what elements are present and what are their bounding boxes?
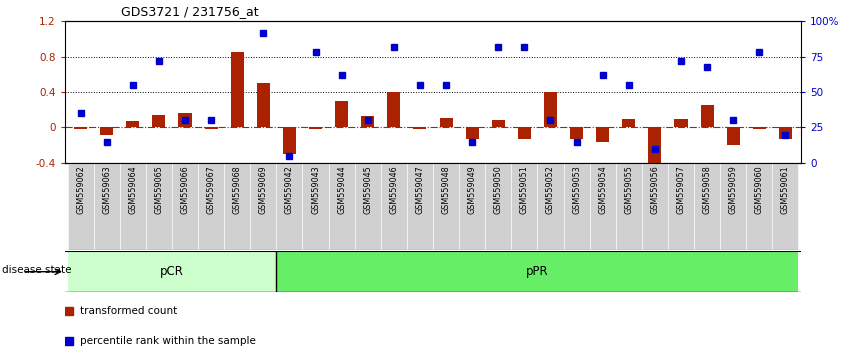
Bar <box>381 163 407 250</box>
Bar <box>544 92 557 127</box>
Text: GSM559060: GSM559060 <box>755 165 764 214</box>
Text: disease state: disease state <box>2 265 71 275</box>
Text: GSM559053: GSM559053 <box>572 165 581 214</box>
Text: GSM559057: GSM559057 <box>676 165 686 214</box>
Bar <box>68 163 94 250</box>
Bar <box>694 163 721 250</box>
Bar <box>283 127 296 154</box>
Bar <box>753 127 766 129</box>
Bar <box>440 118 453 127</box>
Text: GSM559047: GSM559047 <box>416 165 424 214</box>
Bar <box>459 163 485 250</box>
Text: GSM559049: GSM559049 <box>468 165 476 214</box>
Bar <box>152 115 165 127</box>
Text: GSM559065: GSM559065 <box>154 165 164 214</box>
Text: GSM559061: GSM559061 <box>781 165 790 214</box>
Bar <box>413 127 426 129</box>
Bar <box>538 163 564 250</box>
Bar <box>74 127 87 129</box>
Text: GSM559066: GSM559066 <box>180 165 190 214</box>
Text: GSM559056: GSM559056 <box>650 165 659 214</box>
Text: GSM559063: GSM559063 <box>102 165 111 214</box>
Bar <box>779 127 792 139</box>
Text: GSM559042: GSM559042 <box>285 165 294 214</box>
Bar <box>564 163 590 250</box>
Text: GSM559062: GSM559062 <box>76 165 85 214</box>
Bar <box>668 163 694 250</box>
Bar <box>355 163 381 250</box>
Text: GSM559058: GSM559058 <box>702 165 712 214</box>
Text: GSM559044: GSM559044 <box>337 165 346 214</box>
Bar <box>172 163 198 250</box>
Bar <box>570 127 583 139</box>
Text: GSM559068: GSM559068 <box>233 165 242 214</box>
Bar <box>302 163 328 250</box>
Bar <box>675 119 688 127</box>
Text: GSM559064: GSM559064 <box>128 165 138 214</box>
Bar <box>198 163 224 250</box>
Text: GSM559059: GSM559059 <box>728 165 738 214</box>
Bar <box>433 163 459 250</box>
Text: GSM559052: GSM559052 <box>546 165 555 214</box>
Bar <box>642 163 668 250</box>
Text: GSM559046: GSM559046 <box>390 165 398 214</box>
Text: transformed count: transformed count <box>80 306 177 316</box>
Bar <box>120 163 145 250</box>
Bar <box>746 163 772 250</box>
Bar <box>485 163 511 250</box>
Text: GSM559055: GSM559055 <box>624 165 633 214</box>
Bar <box>623 119 636 127</box>
Bar <box>257 83 270 127</box>
Bar <box>126 121 139 127</box>
Bar <box>145 163 172 250</box>
Text: GSM559050: GSM559050 <box>494 165 503 214</box>
Bar <box>518 127 531 139</box>
Bar <box>492 120 505 127</box>
Bar <box>361 116 374 127</box>
Bar <box>230 52 243 127</box>
Bar <box>328 163 355 250</box>
Bar <box>727 127 740 145</box>
Text: pPR: pPR <box>527 265 549 278</box>
Bar <box>511 163 538 250</box>
Text: GSM559045: GSM559045 <box>363 165 372 214</box>
Bar <box>721 163 746 250</box>
Bar <box>178 113 191 127</box>
Bar <box>466 127 479 139</box>
Text: GSM559069: GSM559069 <box>259 165 268 214</box>
Text: GSM559067: GSM559067 <box>207 165 216 214</box>
Bar <box>100 127 113 135</box>
Text: GSM559051: GSM559051 <box>520 165 529 214</box>
Bar <box>335 101 348 127</box>
Bar <box>596 127 609 142</box>
Bar <box>701 105 714 127</box>
Text: GDS3721 / 231756_at: GDS3721 / 231756_at <box>121 5 259 18</box>
Bar <box>276 163 302 250</box>
Bar <box>250 163 276 250</box>
Bar <box>309 127 322 129</box>
Text: GSM559043: GSM559043 <box>311 165 320 214</box>
Bar <box>68 251 276 292</box>
Text: GSM559054: GSM559054 <box>598 165 607 214</box>
Bar <box>649 127 662 172</box>
Bar <box>204 127 217 129</box>
Bar <box>590 163 616 250</box>
Bar <box>772 163 798 250</box>
Bar <box>224 163 250 250</box>
Bar <box>387 92 400 127</box>
Text: GSM559048: GSM559048 <box>442 165 450 214</box>
Bar <box>94 163 120 250</box>
Bar <box>276 251 798 292</box>
Text: percentile rank within the sample: percentile rank within the sample <box>80 336 255 346</box>
Bar <box>407 163 433 250</box>
Bar <box>616 163 642 250</box>
Text: pCR: pCR <box>160 265 184 278</box>
